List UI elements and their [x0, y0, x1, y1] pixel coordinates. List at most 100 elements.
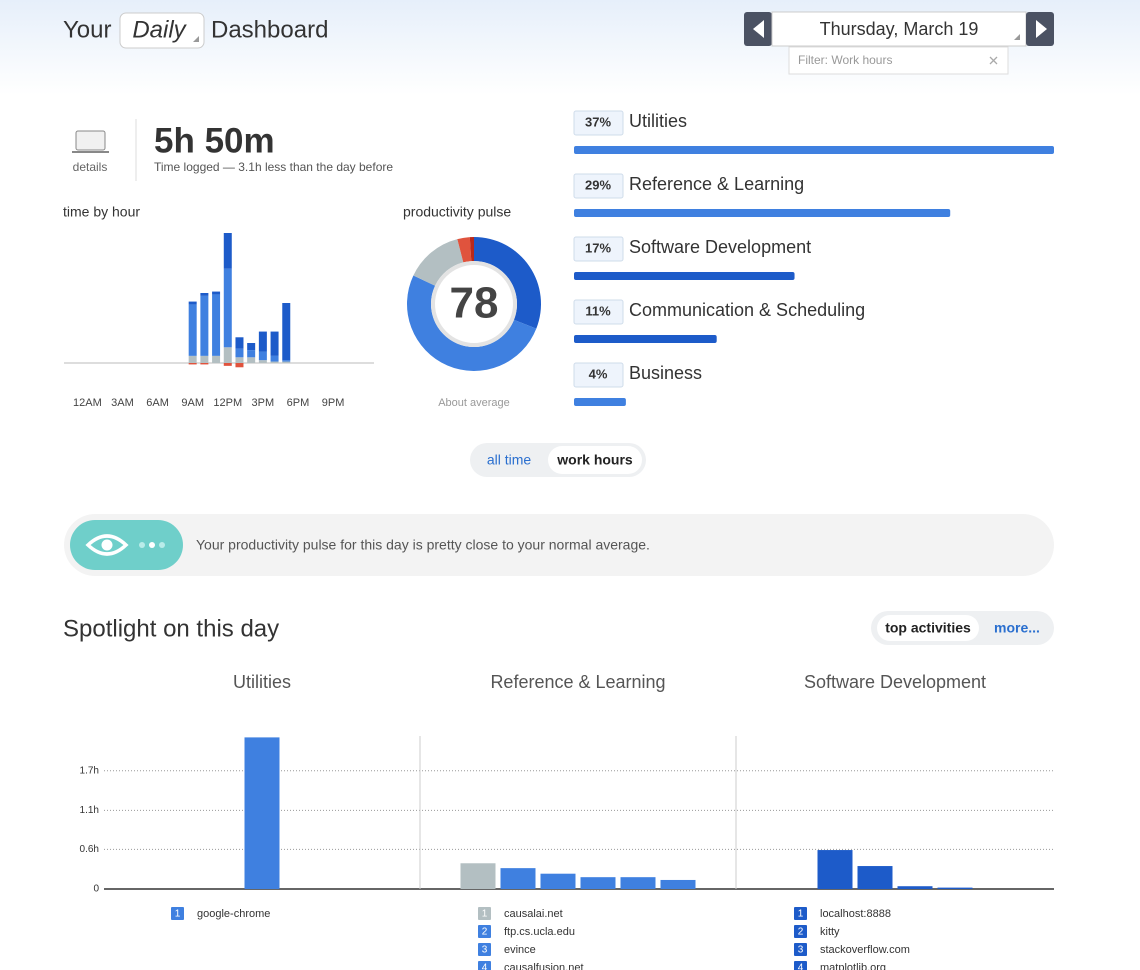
activity-bar [500, 868, 536, 889]
filter-text[interactable]: Filter: Work hours [798, 53, 892, 67]
date-label[interactable]: Thursday, March 19 [820, 19, 979, 39]
activity-name[interactable]: causalfusion.net [504, 962, 584, 970]
toggle-active [548, 446, 642, 474]
activity-bar [580, 877, 616, 889]
activity-name[interactable]: evince [504, 944, 536, 956]
header-suffix: Dashboard [211, 16, 328, 43]
x-tick-label: 6AM [146, 397, 169, 409]
hour-bar-segment [247, 350, 256, 358]
rank-badge [171, 907, 184, 920]
pulse-caption: About average [438, 397, 510, 409]
rank-badge [794, 907, 807, 920]
activity-bar [460, 863, 496, 889]
category-name[interactable]: Utilities [629, 111, 687, 131]
toggle-option[interactable]: all time [487, 452, 532, 468]
hour-bar-segment [235, 337, 244, 349]
hour-bar-segment [188, 304, 197, 356]
hour-bar-segment [223, 347, 232, 363]
activity-name[interactable]: matplotlib.org [820, 962, 886, 970]
hour-bar-segment [200, 355, 209, 363]
toggle-option[interactable]: work hours [556, 452, 633, 468]
hour-bar-segment [270, 361, 279, 363]
filter-clear[interactable] [989, 56, 998, 65]
hour-bar-segment [212, 294, 221, 356]
eye-pupil [101, 539, 113, 551]
percent-label: 29% [585, 177, 611, 192]
total-note: Time logged — 3.1h less than the day bef… [154, 160, 393, 174]
category-bar [574, 398, 626, 406]
rank-badge [794, 961, 807, 970]
hour-bar-segment [235, 348, 244, 358]
percent-badge [573, 299, 624, 325]
category-bar [574, 146, 1054, 154]
percent-badge [573, 362, 624, 388]
category-name[interactable]: Communication & Scheduling [629, 300, 865, 320]
pulse-segment [457, 237, 472, 263]
spotlight-button[interactable]: top activities [885, 620, 971, 636]
category-name[interactable]: Reference & Learning [629, 174, 804, 194]
pulse-title: productivity pulse [403, 204, 511, 220]
rank-number: 3 [482, 945, 488, 956]
hour-bar-segment [258, 351, 267, 361]
category-bar [574, 272, 795, 280]
rank-badge [794, 943, 807, 956]
percent-label: 11% [585, 303, 611, 318]
hour-bar-segment [223, 363, 232, 366]
activity-bar [857, 866, 893, 889]
percent-label: 37% [585, 114, 611, 129]
details-button[interactable]: details [72, 130, 109, 174]
hour-bar-segment [247, 343, 256, 351]
details-label[interactable]: details [73, 160, 108, 174]
spotlight-button[interactable]: more... [994, 620, 1040, 636]
rank-badge [478, 907, 491, 920]
laptop-icon [75, 130, 106, 151]
filter-input[interactable] [788, 46, 1009, 75]
hour-bar-segment [282, 361, 291, 363]
rank-badge [478, 943, 491, 956]
hour-bar-segment [200, 363, 209, 365]
period-label[interactable]: Daily [132, 16, 187, 43]
activity-bar [244, 737, 280, 889]
percent-badge [573, 236, 624, 262]
pulse-segment [413, 239, 464, 286]
percent-badge [573, 173, 624, 199]
hour-bar-segment [282, 360, 291, 362]
spotlight-title: Spotlight on this day [63, 615, 279, 642]
select-arrow [193, 36, 199, 42]
percent-badge [573, 110, 624, 136]
spotlight-active [877, 615, 979, 641]
dot [149, 542, 155, 548]
activity-name[interactable]: causalai.net [504, 908, 563, 920]
x-tick-label: 6PM [287, 397, 310, 409]
hour-chart-title: time by hour [63, 204, 140, 220]
hour-bar-segment [258, 331, 267, 352]
rank-number: 3 [798, 945, 804, 956]
activity-name[interactable]: stackoverflow.com [820, 944, 910, 956]
rank-number: 1 [798, 909, 804, 920]
hour-bar-segment [223, 268, 232, 348]
hour-bar-segment [223, 233, 232, 269]
activity-name[interactable]: localhost:8888 [820, 908, 891, 920]
eye-icon [85, 534, 129, 556]
pulse-center [431, 261, 517, 347]
activity-name[interactable]: ftp.cs.ucla.edu [504, 926, 575, 938]
hour-bar-segment [235, 363, 244, 368]
period-box[interactable] [119, 12, 205, 49]
activity-bar [937, 887, 973, 889]
activity-name[interactable]: kitty [820, 926, 840, 938]
hour-bar-segment [200, 293, 209, 296]
category-name[interactable]: Software Development [629, 237, 811, 257]
rank-badge [478, 961, 491, 970]
period-select[interactable]: Daily [119, 12, 205, 49]
date-arrow [1014, 34, 1020, 40]
activity-name[interactable]: google-chrome [197, 908, 270, 920]
category-name[interactable]: Business [629, 363, 702, 383]
pulse-segment [406, 275, 537, 372]
hour-bar-segment [188, 301, 197, 305]
y-tick-label: 1.1h [80, 805, 99, 816]
dot [159, 542, 165, 548]
total-time: 5h 50m [154, 121, 275, 160]
category-bar [574, 209, 951, 217]
